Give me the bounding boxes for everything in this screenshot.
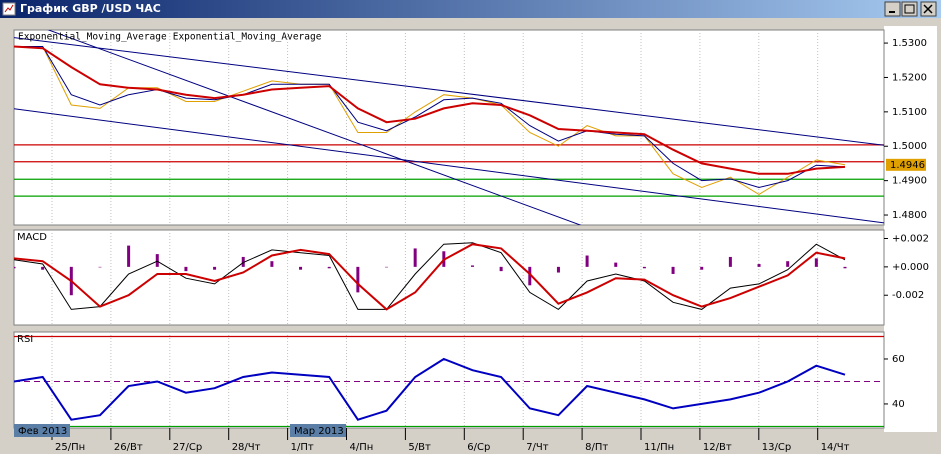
indicator-title: MACD xyxy=(17,232,47,243)
last-value-box xyxy=(886,158,926,171)
histogram-bar xyxy=(213,266,217,270)
window-icon-glyph xyxy=(4,4,14,13)
x-tick-label: 11/Пн xyxy=(644,442,674,453)
histogram-bar xyxy=(470,265,474,267)
y-tick-label: 1.5300 xyxy=(892,38,927,49)
histogram-bar xyxy=(642,266,646,269)
histogram-bar xyxy=(385,266,389,268)
x-tick-label: 25/Пн xyxy=(55,442,85,453)
x-tick-label: 27/Ср xyxy=(173,442,202,453)
x-tick-label: 6/Ср xyxy=(467,442,490,453)
x-tick-label: 28/Чт xyxy=(232,442,261,453)
series-line xyxy=(14,46,846,189)
trend-line xyxy=(14,108,884,224)
month-label: Мар 2013 xyxy=(294,426,344,437)
histogram-bar xyxy=(728,256,732,267)
histogram-bar xyxy=(356,266,360,293)
histogram-bar xyxy=(786,261,790,267)
series-line xyxy=(14,357,846,421)
plot-area xyxy=(14,332,884,428)
close-glyph xyxy=(923,4,933,14)
histogram-bar xyxy=(528,266,532,286)
x-tick-label: 14/Чт xyxy=(821,442,850,453)
histogram-bar xyxy=(757,264,761,267)
month-box xyxy=(290,424,346,437)
panel xyxy=(13,229,885,326)
price-axis-area xyxy=(884,26,937,432)
y-tick-label: 60 xyxy=(892,354,905,365)
series-line xyxy=(14,46,846,195)
y-tick-label: 1.5200 xyxy=(892,72,927,83)
x-tick-label: 13/Ср xyxy=(762,442,791,453)
y-tick-label: 1.4900 xyxy=(892,176,927,187)
histogram-bar xyxy=(614,262,618,267)
minimize-button[interactable] xyxy=(884,1,901,17)
histogram-bar xyxy=(241,256,245,267)
histogram-bar xyxy=(98,266,102,268)
histogram-bar xyxy=(327,266,331,269)
x-tick-label: 26/Вт xyxy=(114,442,143,453)
histogram-bar xyxy=(155,254,159,267)
title-bar xyxy=(0,0,941,18)
legend-entry: Exponential_Moving_Average xyxy=(18,32,167,43)
maximize-glyph xyxy=(904,4,915,14)
y-tick-label: 1.4800 xyxy=(892,210,927,221)
histogram-bar xyxy=(299,266,303,270)
histogram-bar xyxy=(843,266,847,269)
month-box xyxy=(14,424,70,437)
x-tick-label: 5/Вт xyxy=(408,442,431,453)
x-tick-label: 4/Пн xyxy=(350,442,374,453)
x-axis-area xyxy=(0,432,941,454)
x-tick-label: 7/Чт xyxy=(526,442,549,453)
histogram-bar xyxy=(585,255,589,267)
last-value-label: 1.4946 xyxy=(890,160,925,171)
trend-line xyxy=(47,30,582,225)
histogram-bar xyxy=(41,266,45,270)
window-controls[interactable] xyxy=(884,1,937,17)
x-tick-label: 1/Пт xyxy=(291,442,314,453)
window-title: График GBP /USD ЧАС xyxy=(20,2,161,15)
histogram-bar xyxy=(413,248,417,267)
trend-line xyxy=(14,37,884,146)
histogram-bar xyxy=(814,258,818,267)
histogram-bar xyxy=(14,266,16,269)
legend-entry: Exponential_Moving_Average xyxy=(173,32,322,43)
series-line xyxy=(14,45,846,175)
panel xyxy=(13,331,885,429)
histogram-bar xyxy=(556,266,560,273)
month-label: Фев 2013 xyxy=(18,426,67,437)
x-tick-label: 8/Пт xyxy=(585,442,608,453)
histogram-bar xyxy=(127,245,131,267)
histogram-bar xyxy=(499,266,503,272)
y-tick-label: +0.002 xyxy=(892,234,929,245)
y-tick-label: 1.5100 xyxy=(892,107,927,118)
histogram-bar xyxy=(671,266,675,274)
plot-area xyxy=(14,230,847,325)
y-tick-label: -0.002 xyxy=(892,290,924,301)
indicator-title: RSI xyxy=(17,334,33,345)
y-tick-label: +0.000 xyxy=(892,262,929,273)
y-tick-label: 40 xyxy=(892,399,905,410)
histogram-bar xyxy=(270,261,274,267)
maximize-button[interactable] xyxy=(901,1,918,17)
plot-area xyxy=(14,30,884,225)
x-tick-label: 12/Вт xyxy=(703,442,732,453)
series-line xyxy=(14,243,846,311)
histogram-bar xyxy=(700,266,704,270)
y-tick-label: 1.5000 xyxy=(892,141,927,152)
histogram-bar xyxy=(184,266,188,272)
